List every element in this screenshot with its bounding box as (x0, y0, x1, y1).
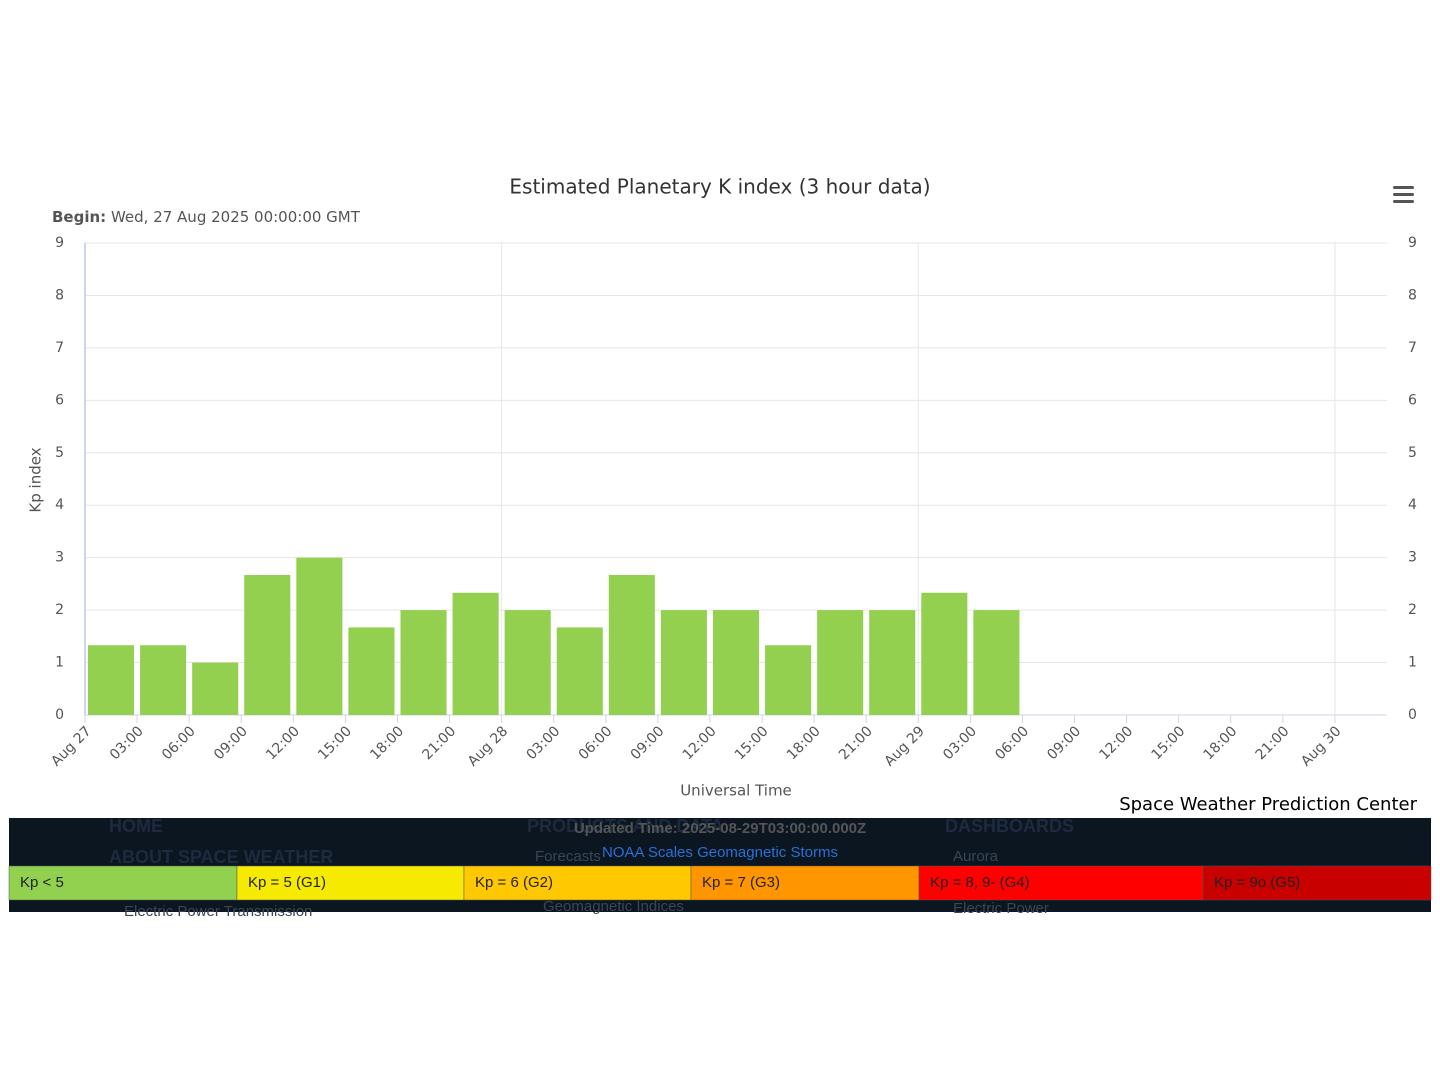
subtitle: Begin: Wed, 27 Aug 2025 00:00:00 GMT (52, 208, 361, 226)
bar (712, 610, 760, 715)
menu-line (1393, 193, 1414, 196)
y-tick-label: 6 (55, 392, 64, 408)
menu-line (1393, 186, 1414, 189)
bar (452, 592, 499, 715)
nav-item[interactable]: HOME (109, 816, 163, 836)
bar (88, 645, 135, 715)
updated-time: Updated Time: 2025-08-29T03:00:00.000Z (574, 820, 866, 837)
nav-link[interactable]: Aurora (953, 848, 999, 865)
scale-label: Kp < 5 (20, 874, 64, 891)
y2-tick-label: 8 (1408, 287, 1417, 303)
y2-tick-label: 5 (1408, 445, 1417, 461)
bar (973, 610, 1020, 715)
scale-label: Kp = 8, 9- (G4) (930, 874, 1030, 891)
scale-cell (918, 865, 1204, 901)
scale-cell (463, 865, 692, 901)
bar (192, 662, 239, 715)
scale-title[interactable]: NOAA Scales Geomagnetic Storms (602, 844, 838, 861)
nav-item[interactable]: ABOUT SPACE WEATHER (109, 847, 333, 867)
y-tick-label: 2 (55, 602, 64, 618)
scale-label: Kp = 7 (G3) (702, 874, 780, 891)
menu-button[interactable] (1393, 186, 1414, 203)
chart-panel (9, 167, 1431, 817)
y-tick-label: 8 (55, 287, 64, 303)
scale-cell (1202, 865, 1432, 901)
bar (608, 574, 655, 715)
y-tick-label: 9 (55, 235, 64, 251)
bar (504, 610, 551, 715)
nav-item[interactable]: DASHBOARDS (945, 816, 1074, 836)
y2-tick-label: 3 (1408, 550, 1417, 566)
scale-cell (690, 865, 920, 901)
footer: HOME ABOUT SPACE WEATHER PRODUCTS AND DA… (8, 816, 1432, 920)
nav-link[interactable]: Geomagnetic Indices (543, 898, 684, 915)
bar (140, 645, 187, 715)
y-tick-label: 7 (55, 340, 64, 356)
y2-tick-label: 9 (1408, 235, 1417, 251)
bar (869, 610, 916, 715)
menu-line (1393, 200, 1414, 203)
nav-link[interactable]: Electric Power Transmission (124, 903, 312, 920)
subtitle-text: Wed, 27 Aug 2025 00:00:00 GMT (111, 208, 361, 226)
y-tick-label: 1 (55, 655, 64, 671)
y2-tick-label: 4 (1408, 497, 1417, 513)
bar (660, 610, 707, 715)
y2-tick-label: 1 (1408, 655, 1417, 671)
bar (765, 645, 812, 715)
bar (296, 557, 343, 715)
nav-link[interactable]: Forecasts (535, 848, 601, 865)
bar (348, 627, 395, 715)
y-tick-label: 4 (55, 497, 64, 513)
bar (244, 574, 291, 715)
subtitle-label: Begin: (52, 208, 106, 226)
bar (817, 610, 864, 715)
y-tick-label: 0 (55, 707, 64, 723)
scale-label: Kp = 5 (G1) (248, 874, 326, 891)
scale-cell (8, 865, 238, 901)
bar (921, 592, 968, 715)
y-axis-label: Kp index (27, 447, 45, 512)
scale-label: Kp = 9o (G5) (1214, 874, 1300, 891)
bar (400, 610, 447, 715)
scale-label: Kp = 6 (G2) (475, 874, 553, 891)
credit: Space Weather Prediction Center (1119, 794, 1417, 815)
x-axis-label: Universal Time (680, 782, 792, 800)
y2-tick-label: 7 (1408, 340, 1417, 356)
y2-tick-label: 6 (1408, 392, 1417, 408)
y2-tick-label: 2 (1408, 602, 1417, 618)
y-tick-label: 5 (55, 445, 64, 461)
chart-title: Estimated Planetary K index (3 hour data… (509, 175, 930, 199)
y-tick-label: 3 (55, 550, 64, 566)
nav-link[interactable]: Electric Power (953, 900, 1049, 917)
bar (556, 627, 603, 715)
y2-tick-label: 0 (1408, 707, 1417, 723)
nav-item[interactable]: PRODUCTS AND DATA (527, 816, 724, 836)
